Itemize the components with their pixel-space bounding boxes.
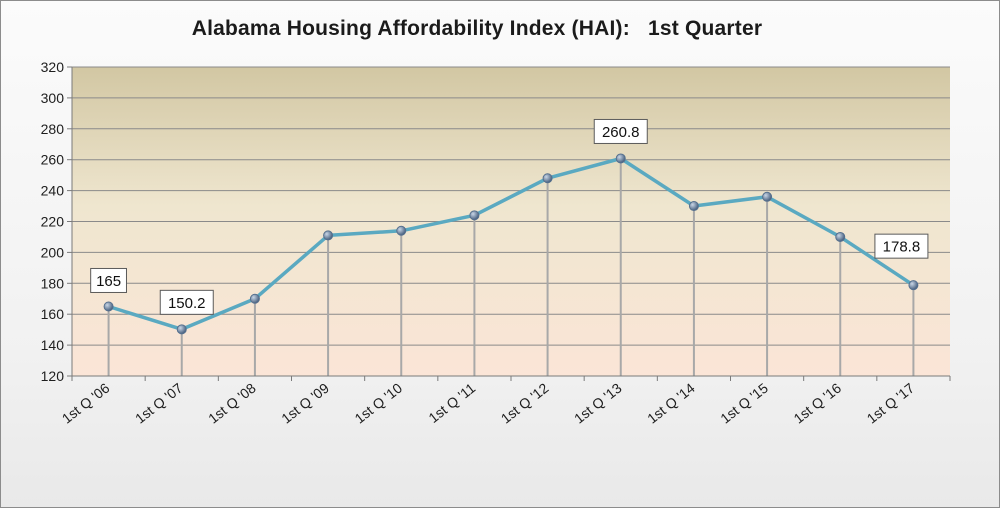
y-tick-label: 260 [41,152,65,168]
y-tick-label: 280 [41,121,65,137]
data-point [176,324,187,335]
y-tick-label: 300 [41,90,65,106]
x-tick-label: 1st Q '08 [205,380,259,427]
data-label-box [593,118,648,144]
y-tick-label: 160 [41,306,65,322]
series-line-hai [108,156,915,332]
y-tick-label: 180 [41,275,65,291]
x-tick-label: 1st Q '16 [790,380,844,427]
y-tick-label: 240 [41,183,65,199]
data-point [249,293,260,304]
data-point [615,153,626,164]
x-tick-label: 1st Q '11 [425,380,478,426]
data-point [908,280,919,291]
y-tick-label: 120 [41,368,65,384]
data-label: 260.8 [602,124,640,141]
y-tick-label: 220 [41,214,65,230]
x-tick-label: 1st Q '12 [498,380,552,427]
data-point [762,191,773,202]
x-tick-label: 1st Q '06 [59,380,113,427]
data-label-box [159,289,214,315]
data-point [542,173,553,184]
data-label-box [90,267,127,293]
data-point [835,231,846,242]
data-point [323,230,334,241]
x-tick-label: 1st Q '15 [717,380,771,427]
data-label: 178.8 [883,239,921,256]
x-tick-label: 1st Q '13 [571,380,625,427]
x-tick-label: 1st Q '09 [278,380,332,427]
data-point [103,301,114,312]
data-point [688,201,699,212]
x-tick-label: 1st Q '07 [132,380,186,427]
data-label-box [874,233,929,259]
x-tick-label: 1st Q '17 [864,380,918,427]
y-tick-label: 320 [41,59,65,75]
x-tick-label: 1st Q '10 [351,380,405,427]
data-point [396,225,407,236]
y-tick-label: 200 [41,244,65,260]
chart-title: Alabama Housing Affordability Index (HAI… [191,17,763,40]
data-label: 150.2 [168,295,206,312]
x-tick-label: 1st Q '14 [644,380,698,427]
y-tick-label: 140 [41,337,65,353]
data-label: 165 [96,273,121,290]
data-point [469,210,480,221]
